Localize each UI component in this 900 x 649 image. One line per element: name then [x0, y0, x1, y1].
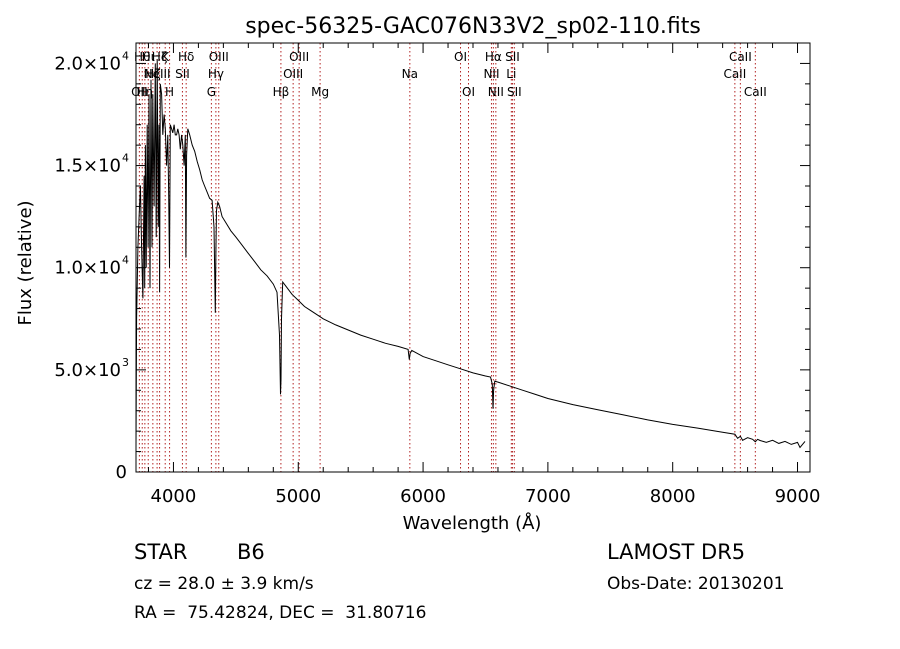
marker-label-10: Hδ	[178, 50, 194, 64]
marker-label-16: OIII	[289, 50, 309, 64]
marker-label-26: SII	[507, 85, 522, 99]
y-axis-ticks: 05.0×10 31.0×10 41.5×10 42.0×10 4	[54, 42, 810, 483]
ra-dec: RA = 75.42824, DEC = 31.80716	[134, 603, 427, 623]
marker-label-23: NII	[488, 85, 504, 99]
chart-title: spec-56325-GAC076N33V2_sp02-110.fits	[245, 14, 701, 39]
y-tick-exponent: 3	[122, 356, 129, 369]
marker-label-29: CaII	[744, 85, 767, 99]
marker-label-3: Hι	[142, 50, 155, 64]
spectral-line-markers	[138, 43, 756, 472]
marker-label-15: OIII	[283, 67, 303, 81]
y-tick-exponent: 4	[122, 152, 129, 165]
object-subclass: B6	[237, 540, 265, 564]
marker-label-28: CaII	[729, 50, 752, 64]
y-tick-label: 2.0×10	[54, 53, 121, 74]
marker-label-27: CaII	[723, 67, 746, 81]
marker-label-1: Hθ	[134, 50, 150, 64]
y-tick-label: 5.0×10	[54, 360, 121, 381]
survey-name: LAMOST DR5	[607, 540, 746, 564]
y-tick-exponent: 4	[122, 254, 129, 267]
y-tick-label: 0	[116, 462, 127, 483]
y-tick-label: 1.0×10	[54, 258, 121, 279]
marker-label-20: OI	[462, 85, 475, 99]
redshift-cz: cz = 28.0 ± 3.9 km/s	[134, 574, 314, 594]
marker-label-9: SII	[175, 67, 190, 81]
x-tick-label: 7000	[525, 486, 571, 507]
x-axis-ticks: 4000 5000 6000 7000 8000 9000	[147, 43, 821, 507]
x-tick-label: 8000	[650, 486, 696, 507]
x-axis-label: Wavelength (Å)	[403, 512, 542, 534]
marker-label-19: OI	[454, 50, 467, 64]
marker-label-25: SII	[505, 50, 520, 64]
marker-label-6: Hζ	[152, 50, 168, 64]
plot-frame	[135, 42, 811, 473]
observation-date: Obs-Date: 20130201	[607, 574, 785, 594]
x-tick-label: 4000	[151, 486, 197, 507]
marker-label-8: H	[165, 85, 174, 99]
object-class: STAR	[134, 540, 188, 564]
x-tick-label: 6000	[400, 486, 446, 507]
spectrum-series-line	[135, 59, 806, 449]
marker-label-0: OII	[131, 85, 148, 99]
marker-label-18: Na	[402, 67, 418, 81]
marker-label-17: Mg	[311, 85, 329, 99]
y-tick-exponent: 4	[122, 49, 129, 62]
marker-label-22: Hα	[485, 50, 502, 64]
marker-label-7: K	[161, 50, 170, 64]
marker-label-11: G	[207, 85, 216, 99]
spectral-line-labels: OIIHθHηHιHζNeIIIHζKHSIIHδGHγOIIIHβOIIIOI…	[131, 50, 767, 99]
y-tick-label: 1.5×10	[54, 156, 121, 177]
x-tick-label: 9000	[775, 486, 821, 507]
marker-label-14: Hβ	[273, 85, 290, 99]
marker-label-24: Li	[506, 67, 516, 81]
marker-label-21: NII	[483, 67, 499, 81]
y-axis-label: Flux (relative)	[15, 200, 36, 325]
marker-label-12: Hγ	[208, 67, 224, 81]
x-tick-label: 5000	[275, 486, 321, 507]
marker-label-13: OIII	[209, 50, 229, 64]
